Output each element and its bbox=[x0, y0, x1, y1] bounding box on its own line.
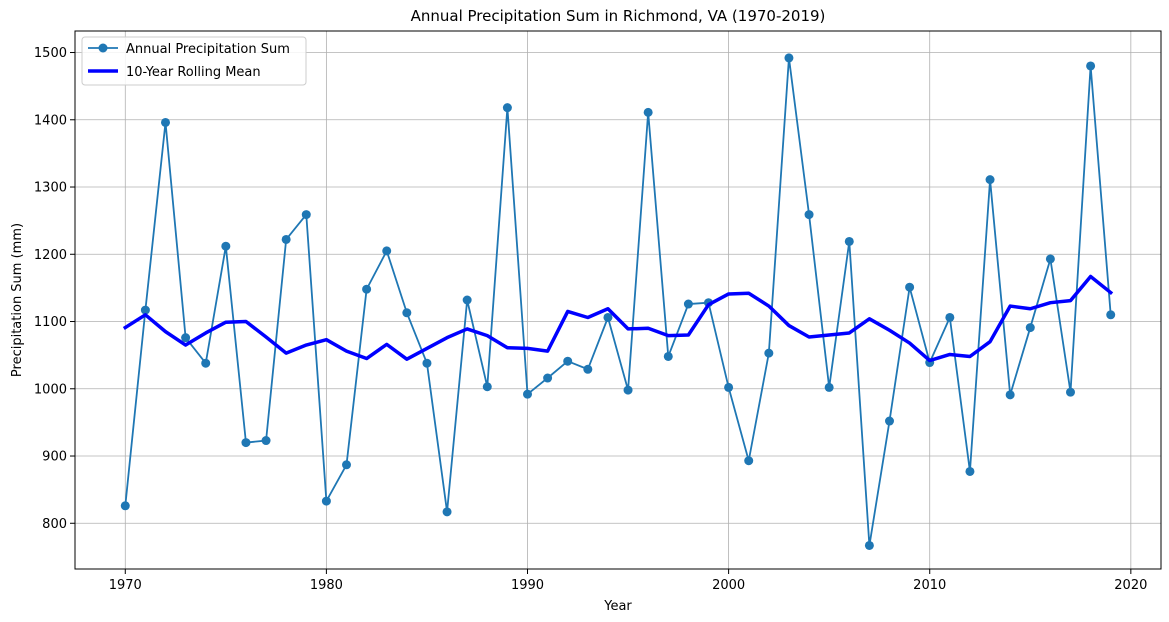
data-point-annual-precipitation bbox=[1106, 310, 1116, 320]
data-point-annual-precipitation bbox=[120, 501, 130, 511]
y-tick-label: 1500 bbox=[34, 46, 67, 61]
y-tick-label: 1300 bbox=[34, 181, 67, 196]
data-point-annual-precipitation bbox=[342, 460, 351, 470]
data-point-annual-precipitation bbox=[201, 358, 211, 368]
plot-frame bbox=[74, 30, 1162, 570]
data-point-annual-precipitation bbox=[221, 241, 231, 251]
data-point-annual-precipitation bbox=[1086, 61, 1096, 71]
series-line-rolling-mean bbox=[122, 274, 1114, 363]
data-point-annual-precipitation bbox=[603, 312, 613, 322]
legend-label-annual: Annual Precipitation Sum bbox=[126, 42, 290, 57]
data-point-annual-precipitation bbox=[864, 540, 874, 550]
ticks: 1970 1980 1990 2000 2010 2020 800 900 1000 1100 12… bbox=[34, 46, 1147, 593]
x-tick-label: 1990 bbox=[511, 578, 544, 593]
data-point-annual-precipitation bbox=[563, 356, 573, 366]
y-tick-label: 900 bbox=[42, 450, 67, 465]
x-axis-label: Year bbox=[603, 599, 632, 614]
data-point-annual-precipitation bbox=[744, 456, 754, 466]
data-point-annual-precipitation bbox=[965, 466, 975, 476]
data-point-annual-precipitation bbox=[281, 234, 291, 244]
data-point-annual-precipitation bbox=[1025, 323, 1035, 333]
data-point-annual-precipitation bbox=[683, 299, 693, 309]
data-point-annual-precipitation bbox=[362, 284, 372, 294]
legend-label-rolling: 10-Year Rolling Mean bbox=[126, 65, 261, 80]
data-point-annual-precipitation bbox=[1066, 387, 1075, 397]
data-point-annual-precipitation bbox=[945, 312, 955, 322]
data-point-annual-precipitation bbox=[643, 107, 653, 117]
y-axis-label: Precipitation Sum (mm) bbox=[10, 223, 25, 377]
x-tick-label: 2010 bbox=[913, 578, 946, 593]
data-point-annual-precipitation bbox=[442, 507, 452, 517]
data-point-annual-precipitation bbox=[402, 308, 412, 318]
data-point-annual-precipitation bbox=[543, 373, 553, 383]
data-point-annual-precipitation bbox=[583, 364, 593, 374]
data-point-annual-precipitation bbox=[462, 295, 472, 305]
series-layer bbox=[120, 53, 1116, 550]
data-point-annual-precipitation bbox=[1045, 254, 1055, 264]
data-point-annual-precipitation bbox=[382, 246, 392, 256]
data-point-annual-precipitation bbox=[502, 103, 512, 113]
data-point-annual-precipitation bbox=[261, 436, 271, 446]
x-tick-label: 2000 bbox=[712, 578, 745, 593]
data-point-annual-precipitation bbox=[764, 348, 774, 358]
data-point-annual-precipitation bbox=[482, 382, 492, 392]
y-tick-label: 1000 bbox=[34, 382, 67, 397]
data-point-annual-precipitation bbox=[905, 282, 915, 292]
x-tick-label: 1970 bbox=[109, 578, 142, 593]
data-point-annual-precipitation bbox=[181, 333, 191, 343]
series-line-annual-precipitation bbox=[124, 57, 1112, 547]
data-point-annual-precipitation bbox=[140, 305, 150, 315]
data-point-annual-precipitation bbox=[824, 382, 834, 392]
data-point-annual-precipitation bbox=[623, 385, 633, 395]
data-point-annual-precipitation bbox=[844, 236, 854, 246]
legend: Annual Precipitation Sum 10-Year Rolling… bbox=[81, 36, 307, 86]
data-point-annual-precipitation bbox=[885, 416, 894, 426]
y-tick-label: 1200 bbox=[34, 248, 67, 263]
x-tick-label: 2020 bbox=[1114, 578, 1147, 593]
data-point-annual-precipitation bbox=[161, 117, 170, 127]
legend-marker-annual bbox=[98, 43, 108, 53]
legend-box bbox=[81, 36, 307, 86]
y-tick-label: 1400 bbox=[34, 113, 67, 128]
data-point-annual-precipitation bbox=[784, 53, 794, 63]
data-point-annual-precipitation bbox=[301, 210, 311, 220]
chart-title: Annual Precipitation Sum in Richmond, VA… bbox=[411, 7, 826, 25]
data-point-annual-precipitation bbox=[422, 358, 432, 368]
x-tick-label: 1980 bbox=[310, 578, 343, 593]
data-point-annual-precipitation bbox=[241, 438, 251, 448]
data-point-annual-precipitation bbox=[321, 496, 331, 506]
data-point-annual-precipitation bbox=[523, 389, 532, 399]
data-point-annual-precipitation bbox=[663, 351, 673, 361]
y-tick-label: 1100 bbox=[34, 315, 67, 330]
data-point-annual-precipitation bbox=[724, 382, 734, 392]
y-tick-label: 800 bbox=[42, 517, 67, 532]
data-point-annual-precipitation bbox=[1005, 390, 1015, 400]
data-point-annual-precipitation bbox=[985, 175, 995, 185]
data-point-annual-precipitation bbox=[804, 210, 814, 220]
